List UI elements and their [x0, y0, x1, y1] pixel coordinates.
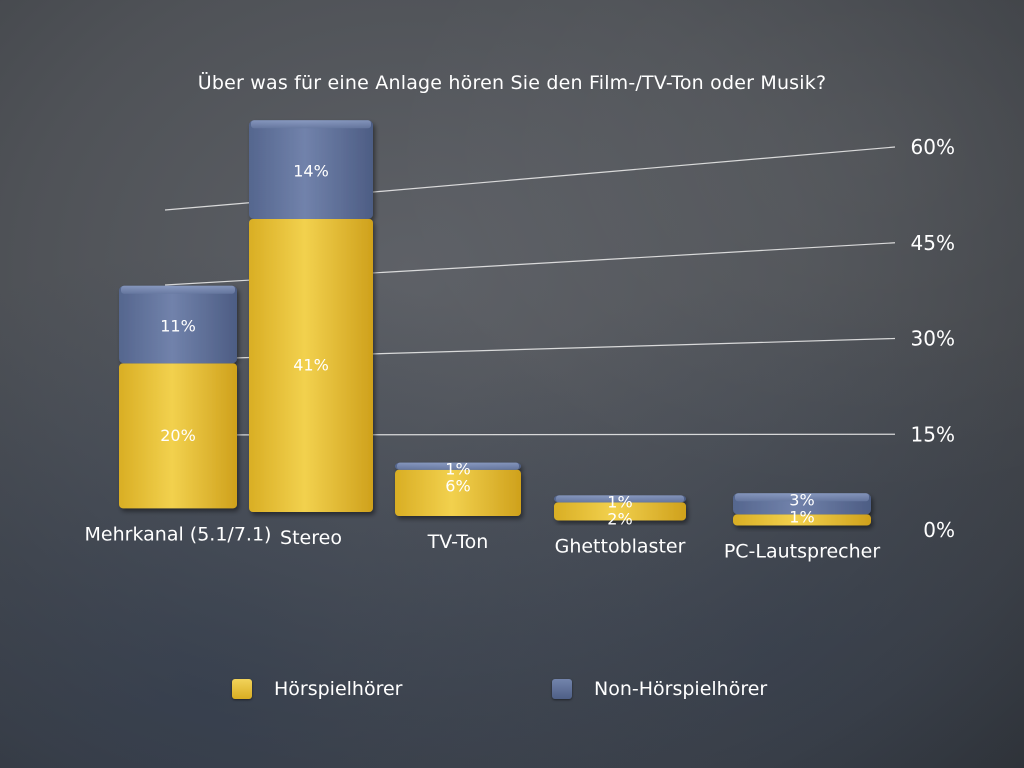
bar-top-cap	[735, 493, 869, 502]
category-label: Mehrkanal (5.1/7.1)	[85, 523, 272, 545]
category-label: PC-Lautsprecher	[724, 540, 881, 562]
y-tick-label: 30%	[911, 327, 955, 351]
bar-group	[119, 285, 237, 509]
data-label-non-hoerspielhoerer: 3%	[789, 490, 814, 509]
chart-title: Über was für eine Anlage hören Sie den F…	[197, 72, 827, 94]
bar-segment-hoerspielhoerer	[395, 469, 521, 517]
bar-segment-hoerspielhoerer	[554, 502, 686, 521]
y-tick-label: 60%	[911, 135, 955, 159]
bar-top-cap	[397, 462, 519, 470]
data-label-hoerspielhoerer: 2%	[607, 509, 632, 528]
bar-top-cap	[556, 495, 684, 503]
legend-swatch-hoerspielhoerer	[232, 679, 252, 699]
data-label-non-hoerspielhoerer: 1%	[607, 492, 632, 511]
data-label-hoerspielhoerer: 41%	[293, 355, 329, 374]
data-label-hoerspielhoerer: 20%	[160, 426, 196, 445]
bar-group	[395, 462, 521, 517]
y-tick-label: 45%	[911, 231, 955, 255]
legend-swatch-non-hoerspielhoerer	[552, 679, 572, 699]
bar-top-cap	[251, 120, 371, 129]
bar-segment-non-hoerspielhoerer	[119, 285, 237, 364]
data-label-hoerspielhoerer: 6%	[445, 477, 470, 496]
y-tick-label: 0%	[923, 518, 955, 542]
bar-segment-hoerspielhoerer	[249, 218, 373, 512]
legend-label-non-hoerspielhoerer: Non-Hörspielhörer	[594, 678, 768, 700]
bar-group	[733, 493, 871, 526]
y-tick-label: 15%	[911, 422, 955, 446]
legend-item-non-hoerspielhoerer: Non-Hörspielhörer	[552, 676, 767, 702]
data-label-non-hoerspielhoerer: 11%	[160, 317, 196, 336]
bar-top-cap	[121, 285, 235, 294]
category-label: Stereo	[280, 527, 342, 549]
data-label-hoerspielhoerer: 1%	[789, 507, 814, 526]
bar-group	[249, 120, 373, 512]
bar-segment-hoerspielhoerer	[119, 363, 237, 509]
data-label-non-hoerspielhoerer: 14%	[293, 162, 329, 181]
data-label-non-hoerspielhoerer: 1%	[445, 460, 470, 479]
bar-segment-non-hoerspielhoerer	[249, 120, 373, 219]
category-label: Ghettoblaster	[555, 535, 686, 557]
bar-segment-hoerspielhoerer	[733, 514, 871, 526]
category-label: TV-Ton	[427, 531, 489, 553]
legend-item-hoerspielhoerer: Hörspielhörer	[232, 676, 403, 702]
bar-group	[554, 495, 686, 521]
legend-label-hoerspielhoerer: Hörspielhörer	[274, 678, 403, 700]
